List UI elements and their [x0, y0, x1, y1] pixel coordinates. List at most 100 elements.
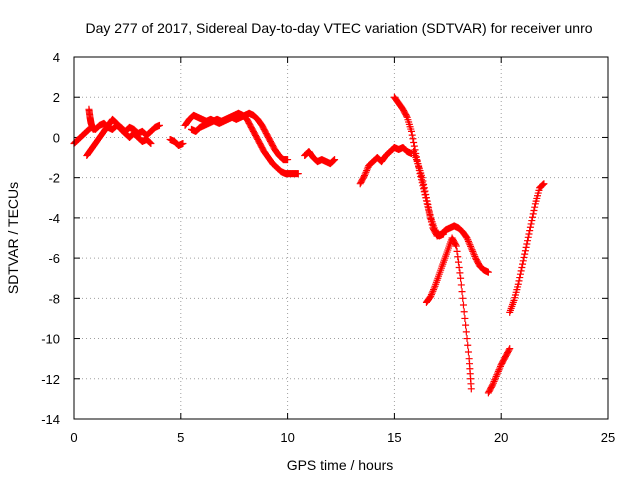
data-point: [462, 328, 470, 336]
data-point: [464, 341, 472, 349]
data-point: [284, 156, 292, 164]
data-point: [516, 270, 524, 278]
data-point: [488, 382, 496, 390]
data-point: [463, 234, 471, 242]
data-point: [425, 204, 433, 212]
data-point: [468, 246, 476, 254]
tick-labels: 0 5 10 15 20 25 -14 -12 -10 -8 -6 -4 -2 0 2 4: [41, 50, 615, 445]
data-point: [452, 241, 460, 249]
data-point: [496, 364, 504, 372]
data-point: [360, 173, 368, 181]
data-point: [496, 362, 504, 370]
data-point: [494, 367, 502, 375]
data-point: [429, 287, 437, 295]
y-tick-label: -14: [41, 412, 60, 427]
y-tick-label: -8: [48, 291, 60, 306]
x-tick-label: 5: [177, 430, 184, 445]
data-point: [453, 247, 461, 255]
y-axis-label: SDTVAR / TECUs: [5, 182, 21, 294]
data-point: [407, 127, 415, 135]
data-point: [459, 294, 467, 302]
data-points: [70, 93, 548, 397]
data-point: [363, 167, 371, 175]
x-tick-label: 25: [601, 430, 615, 445]
data-point: [466, 241, 474, 249]
data-point: [418, 174, 426, 182]
data-point: [455, 263, 463, 271]
data-point: [329, 157, 337, 165]
y-tick-label: 0: [53, 130, 60, 145]
data-point: [454, 253, 462, 261]
data-point: [522, 243, 530, 251]
data-point: [408, 131, 416, 139]
data-point: [363, 165, 371, 173]
data-point: [425, 207, 433, 215]
data-point: [459, 301, 467, 309]
data-point: [470, 251, 478, 259]
data-point: [428, 289, 436, 297]
data-point: [527, 220, 535, 228]
data-point: [422, 190, 430, 198]
data-point: [519, 260, 527, 268]
data-point: [457, 281, 465, 289]
data-point: [519, 257, 527, 265]
data-point: [467, 385, 475, 393]
y-tick-label: -6: [48, 251, 60, 266]
data-point: [403, 112, 411, 120]
data-point: [492, 374, 500, 382]
data-point: [456, 269, 464, 277]
data-point: [409, 135, 417, 143]
data-point: [490, 377, 498, 385]
data-point: [492, 372, 500, 380]
data-point: [179, 139, 187, 147]
data-point: [420, 184, 428, 192]
data-point: [469, 247, 477, 255]
x-tick-label: 15: [387, 430, 401, 445]
data-point: [419, 177, 427, 185]
x-tick-label: 10: [280, 430, 294, 445]
data-point: [155, 121, 163, 129]
data-point: [460, 308, 468, 316]
data-point: [505, 346, 513, 354]
data-point: [361, 170, 369, 178]
data-point: [458, 288, 466, 296]
data-point: [524, 233, 532, 241]
data-point: [489, 381, 497, 389]
data-point: [420, 180, 428, 188]
data-point: [457, 274, 465, 282]
data-point: [362, 168, 370, 176]
data-point: [523, 240, 531, 248]
data-point: [452, 242, 460, 250]
data-point: [521, 250, 529, 258]
data-point: [538, 181, 546, 189]
data-point: [360, 172, 368, 180]
data-point: [462, 321, 470, 329]
grid: [74, 57, 608, 419]
y-tick-label: -10: [41, 332, 60, 347]
data-point: [89, 125, 97, 133]
data-point: [506, 345, 514, 353]
data-point: [529, 213, 537, 221]
data-point: [520, 253, 528, 261]
data-point: [146, 139, 154, 147]
data-point: [493, 371, 501, 379]
data-point: [422, 194, 430, 202]
data-point: [465, 239, 473, 247]
data-point: [517, 267, 525, 275]
data-point: [531, 203, 539, 211]
data-point: [529, 210, 537, 218]
data-point: [331, 156, 339, 164]
data-point: [539, 180, 547, 188]
data-point: [467, 242, 475, 250]
data-point: [495, 366, 503, 374]
data-point: [330, 156, 338, 164]
data-point: [410, 142, 418, 150]
data-point: [540, 180, 548, 188]
data-point: [430, 284, 438, 292]
x-tick-label: 20: [494, 430, 508, 445]
data-point: [410, 138, 418, 146]
data-point: [518, 263, 526, 271]
y-tick-label: -12: [41, 372, 60, 387]
data-point: [469, 249, 477, 257]
